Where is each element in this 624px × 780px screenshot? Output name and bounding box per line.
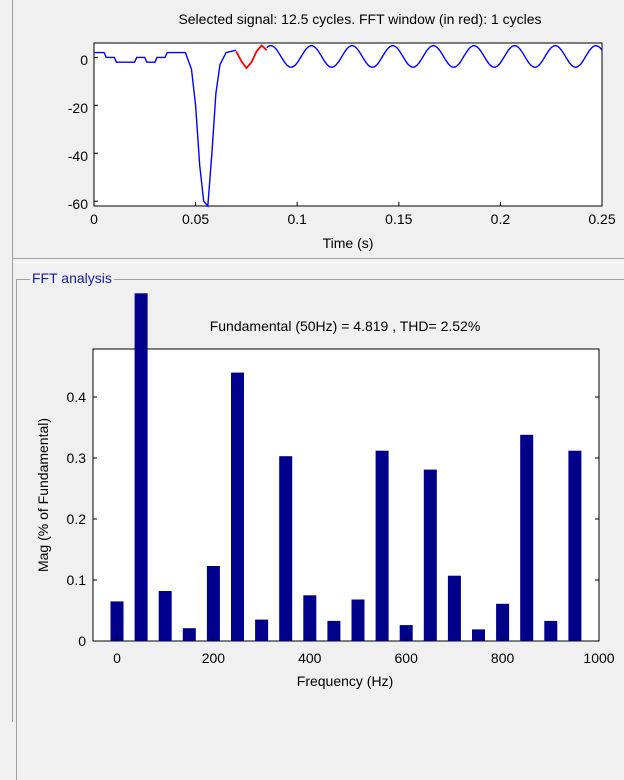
window-left-border bbox=[12, 0, 13, 722]
fft-y-ticks: 0 0.1 0.2 0.3 0.4 bbox=[67, 389, 87, 649]
signal-y-tick: -60 bbox=[68, 196, 88, 212]
fft-bar bbox=[399, 625, 413, 641]
signal-x-tick: 0 bbox=[90, 211, 98, 227]
fft-x-tick: 0 bbox=[113, 650, 121, 666]
signal-y-tick: -20 bbox=[68, 100, 88, 116]
fft-bar bbox=[231, 372, 244, 641]
fft-bar bbox=[472, 629, 485, 641]
signal-x-axis-label: Time (s) bbox=[323, 235, 374, 251]
fft-bar bbox=[496, 603, 510, 641]
signal-x-ticks: 0 0.05 0.1 0.15 0.2 0.25 bbox=[90, 211, 616, 227]
fft-y-tick: 0.2 bbox=[67, 511, 87, 527]
fft-y-axis-label: Mag (% of Fundamental) bbox=[35, 418, 51, 572]
signal-x-tick: 0.05 bbox=[182, 211, 209, 227]
fft-y-tick: 0.1 bbox=[67, 572, 87, 588]
fft-tick-marks bbox=[93, 396, 600, 642]
signal-x-tick: 0.15 bbox=[385, 211, 412, 227]
fft-bar bbox=[520, 434, 534, 641]
fft-x-axis-label: Frequency (Hz) bbox=[297, 673, 393, 689]
fft-bar bbox=[544, 620, 558, 641]
fft-y-tick: 0.4 bbox=[67, 389, 87, 405]
signal-series-line bbox=[266, 44, 603, 68]
fft-bar bbox=[134, 293, 148, 641]
signal-tick-marks bbox=[93, 56, 603, 206]
fft-x-tick: 400 bbox=[298, 650, 322, 666]
signal-title: Selected signal: 12.5 cycles. FFT window… bbox=[178, 11, 541, 27]
fft-axes bbox=[92, 348, 600, 642]
signal-x-tick: 0.1 bbox=[287, 211, 307, 227]
fft-x-ticks: 0 200 400 600 800 1000 bbox=[113, 650, 615, 666]
signal-x-tick: 0.2 bbox=[491, 211, 511, 227]
fft-bar bbox=[279, 456, 293, 641]
fft-bar bbox=[447, 575, 461, 641]
fft-x-tick: 1000 bbox=[583, 650, 614, 666]
signal-axes bbox=[93, 42, 603, 207]
fft-bar bbox=[568, 450, 582, 641]
signal-y-tick: -40 bbox=[68, 148, 88, 164]
fft-y-tick: 0.3 bbox=[67, 450, 87, 466]
fft-bar bbox=[351, 599, 365, 641]
fft-bar bbox=[182, 628, 196, 641]
fft-group-label: FFT analysis bbox=[30, 270, 114, 286]
signal-y-ticks: 0 -20 -40 -60 bbox=[68, 52, 88, 212]
fft-group-box bbox=[16, 279, 624, 780]
fft-y-tick: 0 bbox=[78, 633, 86, 649]
fft-bars bbox=[110, 293, 582, 642]
fft-bar bbox=[423, 469, 437, 641]
fft-x-tick: 200 bbox=[202, 650, 226, 666]
fft-window-line bbox=[235, 44, 268, 70]
fft-bar bbox=[158, 591, 172, 641]
signal-x-tick: 0.25 bbox=[588, 211, 615, 227]
fft-bar bbox=[327, 620, 341, 641]
signal-plot: Selected signal: 12.5 cycles. FFT window… bbox=[68, 11, 616, 251]
fft-x-tick: 800 bbox=[491, 650, 515, 666]
fft-plot: Fundamental (50Hz) = 4.819 , THD= 2.52% … bbox=[35, 293, 615, 689]
fft-bar bbox=[110, 601, 124, 641]
fft-bar bbox=[303, 595, 317, 642]
fft-bar bbox=[206, 566, 220, 641]
signal-series-line bbox=[94, 49, 237, 208]
signal-y-tick: 0 bbox=[80, 52, 88, 68]
fft-bar bbox=[255, 619, 269, 641]
fft-bar bbox=[375, 450, 389, 641]
fft-x-tick: 600 bbox=[395, 650, 419, 666]
fft-title: Fundamental (50Hz) = 4.819 , THD= 2.52% bbox=[210, 318, 481, 334]
signal-panel: Selected signal: 12.5 cycles. FFT window… bbox=[13, 0, 624, 258]
panel-divider bbox=[13, 258, 624, 263]
